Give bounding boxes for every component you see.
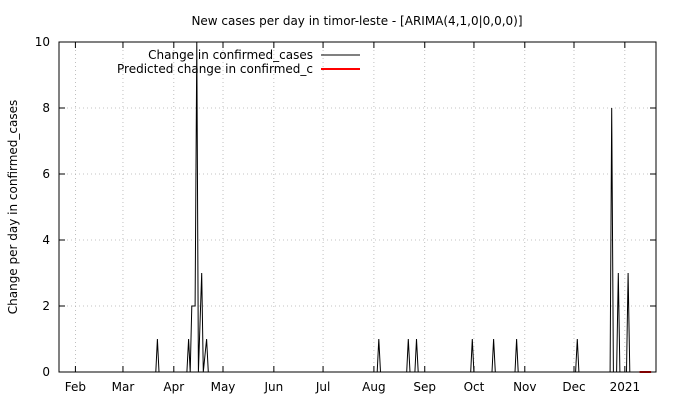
- y-tick-label: 4: [42, 233, 50, 247]
- x-tick-label: Mar: [112, 380, 135, 394]
- x-tick-label: Apr: [163, 380, 184, 394]
- x-tick-label: Dec: [562, 380, 585, 394]
- axis-ticks: 0 2 4 6 8 10 Feb Mar Apr May Jun Jul Aug Sep Oct Nov Dec…: [35, 35, 656, 394]
- x-tick-label: Sep: [413, 380, 436, 394]
- legend-label: Predicted change in confirmed_c: [117, 62, 313, 76]
- chart-title: New cases per day in timor-leste - [ARIM…: [191, 14, 522, 28]
- x-tick-label: Nov: [513, 380, 536, 394]
- x-tick-label: Aug: [362, 380, 385, 394]
- y-tick-label: 6: [42, 167, 50, 181]
- y-axis-label: Change per day in confirmed_cases: [6, 100, 20, 315]
- x-tick-label: May: [211, 380, 236, 394]
- y-tick-label: 10: [35, 35, 50, 49]
- series-line-confirmed: [59, 41, 640, 373]
- x-tick-label: Feb: [65, 380, 86, 394]
- plot-frame: [58, 41, 657, 373]
- y-tick-label: 8: [42, 101, 50, 115]
- y-tick-label: 0: [42, 365, 50, 379]
- x-tick-label: Oct: [464, 380, 485, 394]
- y-tick-label: 2: [42, 299, 50, 313]
- grid: [59, 42, 656, 372]
- legend-label: Change in confirmed_cases: [148, 48, 313, 62]
- series-layer: [59, 41, 652, 373]
- x-tick-label: 2021: [610, 380, 641, 394]
- x-tick-label: Jul: [315, 380, 330, 394]
- x-tick-label: Jun: [263, 380, 283, 394]
